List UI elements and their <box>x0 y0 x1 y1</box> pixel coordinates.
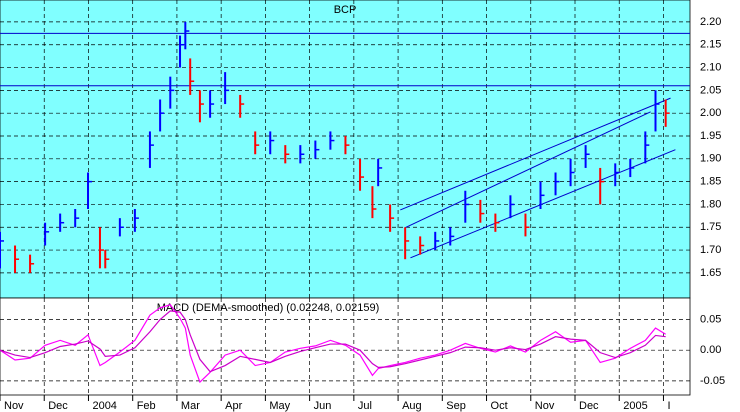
y-tick-label: 2.20 <box>700 16 721 28</box>
x-tick-label: Feb <box>137 400 156 412</box>
chart-title: MACD (DEMA-smoothed) (0.02248, 0.02159) <box>157 302 380 314</box>
x-tick-label: Dec <box>579 400 599 412</box>
x-tick-label: Mar <box>181 400 200 412</box>
trend-line <box>404 111 651 229</box>
x-tick-label: Nov <box>535 400 555 412</box>
y-tick-label: 2.15 <box>700 39 721 51</box>
y-tick-label: 1.65 <box>700 267 721 279</box>
x-tick-label: Nov <box>4 400 24 412</box>
x-tick-label: Aug <box>402 400 422 412</box>
y-tick-label: 2.05 <box>700 84 721 96</box>
x-tick-label: 2005 <box>623 400 647 412</box>
trend-line <box>400 97 671 211</box>
x-tick-label: Oct <box>491 400 508 412</box>
x-tick-label: I <box>667 400 670 412</box>
line-series <box>0 304 666 384</box>
x-tick-label: May <box>269 400 290 412</box>
y-tick-label: -0.05 <box>700 375 725 387</box>
x-tick-label: Apr <box>225 400 242 412</box>
x-tick-label: Jun <box>314 400 332 412</box>
y-tick-label: 1.85 <box>700 176 721 188</box>
chart-title: BCP <box>334 4 357 16</box>
x-tick-label: Jul <box>358 400 372 412</box>
y-tick-label: 1.75 <box>700 221 721 233</box>
line-series <box>0 310 666 373</box>
x-tick-label: Dec <box>48 400 68 412</box>
y-tick-label: 1.70 <box>700 244 721 256</box>
y-tick-label: 2.00 <box>700 107 721 119</box>
y-tick-label: 1.95 <box>700 130 721 142</box>
y-tick-label: 1.90 <box>700 153 721 165</box>
x-tick-label: 2004 <box>92 400 116 412</box>
x-tick-label: Sep <box>446 400 466 412</box>
y-tick-label: 0.05 <box>700 313 721 325</box>
y-tick-label: 0.00 <box>700 344 721 356</box>
y-tick-label: 1.80 <box>700 198 721 210</box>
y-tick-label: 2.10 <box>700 61 721 73</box>
